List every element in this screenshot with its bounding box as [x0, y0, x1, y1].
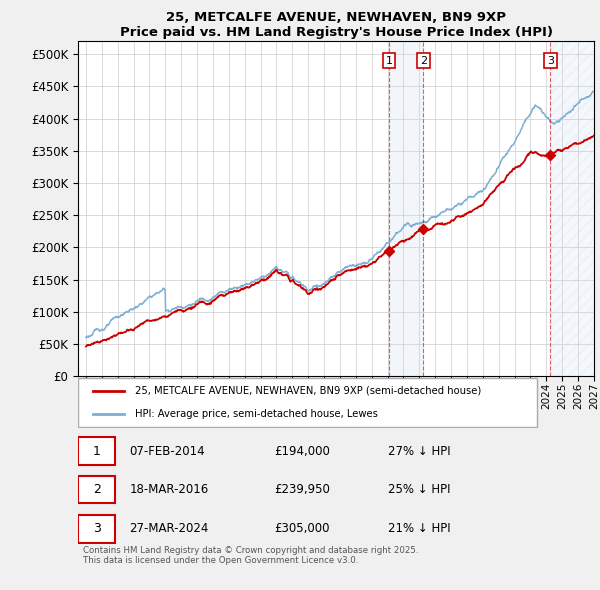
Text: 1: 1 — [92, 445, 101, 458]
Text: 2: 2 — [92, 483, 101, 496]
FancyBboxPatch shape — [78, 476, 115, 503]
Text: 27% ↓ HPI: 27% ↓ HPI — [388, 445, 450, 458]
Text: 07-FEB-2014: 07-FEB-2014 — [130, 445, 205, 458]
Text: 25, METCALFE AVENUE, NEWHAVEN, BN9 9XP (semi-detached house): 25, METCALFE AVENUE, NEWHAVEN, BN9 9XP (… — [135, 386, 481, 396]
Text: HPI: Average price, semi-detached house, Lewes: HPI: Average price, semi-detached house,… — [135, 409, 377, 419]
FancyBboxPatch shape — [78, 515, 115, 543]
Bar — [550, 41, 600, 376]
Text: 3: 3 — [92, 522, 101, 535]
Text: 1: 1 — [386, 55, 392, 65]
Bar — [389, 41, 424, 376]
Text: 27-MAR-2024: 27-MAR-2024 — [130, 522, 209, 535]
FancyBboxPatch shape — [78, 437, 115, 465]
Text: 18-MAR-2016: 18-MAR-2016 — [130, 483, 209, 496]
FancyBboxPatch shape — [78, 378, 537, 427]
Text: £194,000: £194,000 — [274, 445, 330, 458]
Text: Contains HM Land Registry data © Crown copyright and database right 2025.
This d: Contains HM Land Registry data © Crown c… — [83, 546, 419, 565]
Text: 3: 3 — [547, 55, 554, 65]
Text: 2: 2 — [420, 55, 427, 65]
Text: £305,000: £305,000 — [274, 522, 329, 535]
Text: 25% ↓ HPI: 25% ↓ HPI — [388, 483, 450, 496]
Text: 21% ↓ HPI: 21% ↓ HPI — [388, 522, 450, 535]
Text: £239,950: £239,950 — [274, 483, 330, 496]
Title: 25, METCALFE AVENUE, NEWHAVEN, BN9 9XP
Price paid vs. HM Land Registry's House P: 25, METCALFE AVENUE, NEWHAVEN, BN9 9XP P… — [119, 11, 553, 39]
